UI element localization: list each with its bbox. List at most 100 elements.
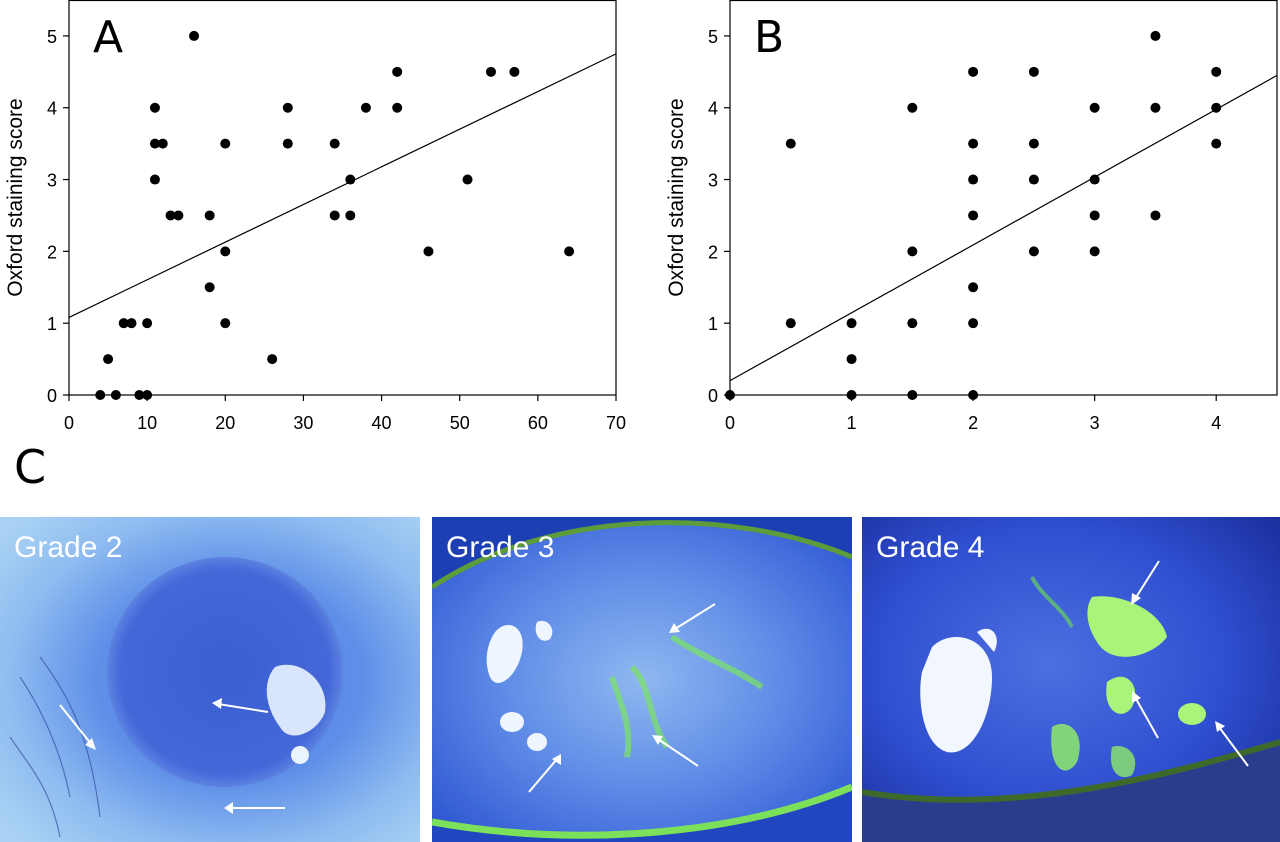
chart0-data-point — [509, 66, 520, 77]
chart1-data-point — [1211, 66, 1222, 77]
chart1-panel-label: B — [754, 12, 784, 63]
chart0-data-point — [282, 102, 293, 113]
photo-label-grade-4: Grade 4 — [876, 531, 985, 564]
chart1-data-point — [1089, 174, 1100, 185]
chart1-y-tick-label: 2 — [708, 242, 718, 262]
chart0-data-point — [220, 318, 231, 329]
chart0-data-point — [329, 210, 340, 221]
chart0-data-point — [173, 210, 184, 221]
chart1-data-point — [725, 390, 735, 400]
chart0-data-point — [282, 138, 293, 149]
chart1-x-tick-label: 0 — [725, 413, 735, 433]
chart0-x-tick-label: 40 — [372, 413, 392, 433]
chart0-data-point — [204, 210, 215, 221]
chart0-data-point — [329, 138, 340, 149]
chart1-data-point — [1089, 246, 1100, 257]
charts-area: 010203040506070012345AAge (y)Oxford stai… — [4, 0, 1278, 433]
chart1-data-point — [1211, 138, 1222, 149]
chart0-data-point — [157, 138, 168, 149]
chart1-data-point — [1150, 102, 1161, 113]
chart0-plot-frame — [68, 0, 617, 396]
chart1-data-point — [907, 390, 918, 400]
chart1-y-axis-label: Oxford staining score — [665, 98, 688, 296]
chart0-data-point — [126, 318, 137, 329]
chart1-data-point — [968, 174, 979, 185]
chart0-data-point — [110, 390, 121, 400]
chart0-data-point — [165, 210, 176, 221]
chart0-data-point — [103, 354, 114, 365]
chart0-data-point — [462, 174, 473, 185]
chart0-data-point — [345, 174, 356, 185]
chart1-plot-frame — [729, 0, 1278, 396]
chart0-data-point — [220, 246, 231, 257]
chart1-data-point — [1150, 30, 1161, 41]
chart0-y-tick-label: 1 — [47, 314, 57, 334]
chart1-x-tick-label: 3 — [1090, 413, 1100, 433]
chart0-x-tick-label: 30 — [293, 413, 313, 433]
chart0-data-point — [204, 282, 215, 293]
chart1-data-point — [1028, 138, 1039, 149]
chart1-fit-line — [729, 74, 1278, 382]
chart0-y-tick-label: 4 — [47, 99, 57, 119]
chart0-x-tick-label: 0 — [64, 413, 74, 433]
chart0-x-tick-label: 20 — [215, 413, 235, 433]
chart1-y-tick-label: 0 — [708, 386, 718, 406]
chart1-data-point — [968, 66, 979, 77]
chart0-data-point — [134, 390, 145, 400]
photo-label-grade-2: Grade 2 — [14, 531, 123, 564]
chart0-data-point — [149, 174, 160, 185]
chart0-data-point — [189, 30, 200, 41]
chart1-data-point — [968, 282, 979, 293]
chart1-data-point — [1089, 210, 1100, 221]
chart1-data-point — [968, 210, 979, 221]
chart1-y-tick-label: 5 — [708, 27, 718, 47]
chart1-data-point — [907, 318, 918, 329]
chart0-data-point — [95, 390, 106, 400]
chart0-x-tick-label: 10 — [137, 413, 157, 433]
chart1-data-point — [785, 318, 796, 329]
chart0-data-point — [392, 102, 403, 113]
chart1-data-point — [1028, 246, 1039, 257]
chart0-data-point — [142, 318, 153, 329]
chart0-data-point — [423, 246, 434, 257]
chart0-data-point — [392, 66, 403, 77]
chart0-y-tick-label: 2 — [47, 242, 57, 262]
chart0-data-point — [220, 138, 231, 149]
chart1-data-point — [907, 246, 918, 257]
chart1-data-point — [907, 102, 918, 113]
chart0-data-point — [267, 354, 278, 365]
chart1-data-point — [846, 318, 857, 329]
chart1-data-point — [846, 354, 857, 365]
chart0-y-axis-label: Oxford staining score — [4, 98, 27, 296]
chart0-fit-line — [68, 53, 617, 318]
chart1-data-point — [968, 138, 979, 149]
chart1-data-point — [968, 390, 979, 400]
chart0-data-point — [149, 102, 160, 113]
chart0-data-point — [485, 66, 496, 77]
chart0-data-point — [142, 390, 153, 400]
chart1-data-point — [1028, 66, 1039, 77]
chart1-y-tick-label: 1 — [708, 314, 718, 334]
panel-label-c: C — [14, 440, 47, 494]
chart1-x-tick-label: 1 — [847, 413, 857, 433]
chart1-data-point — [1028, 174, 1039, 185]
photo-grade-3: Grade 3 — [432, 517, 852, 842]
chart1-data-point — [968, 318, 979, 329]
chart1-x-tick-label: 2 — [968, 413, 978, 433]
chart0-x-tick-label: 70 — [606, 413, 626, 433]
photo-label-grade-3: Grade 3 — [446, 531, 555, 564]
chart0-data-point — [564, 246, 575, 257]
chart1-x-tick-label: 4 — [1211, 413, 1221, 433]
chart0-data-point — [360, 102, 371, 113]
chart0-x-tick-label: 60 — [528, 413, 548, 433]
chart0-y-tick-label: 5 — [47, 27, 57, 47]
chart0-y-tick-label: 0 — [47, 386, 57, 406]
chart0-data-point — [345, 210, 356, 221]
chart1-data-point — [846, 390, 857, 400]
chart0-data-point — [149, 138, 160, 149]
chart0-x-tick-label: 50 — [450, 413, 470, 433]
chart0-data-point — [118, 318, 129, 329]
photo-grade-4: Grade 4 — [862, 517, 1280, 842]
chart1-y-tick-label: 4 — [708, 99, 718, 119]
chart1-data-point — [1089, 102, 1100, 113]
